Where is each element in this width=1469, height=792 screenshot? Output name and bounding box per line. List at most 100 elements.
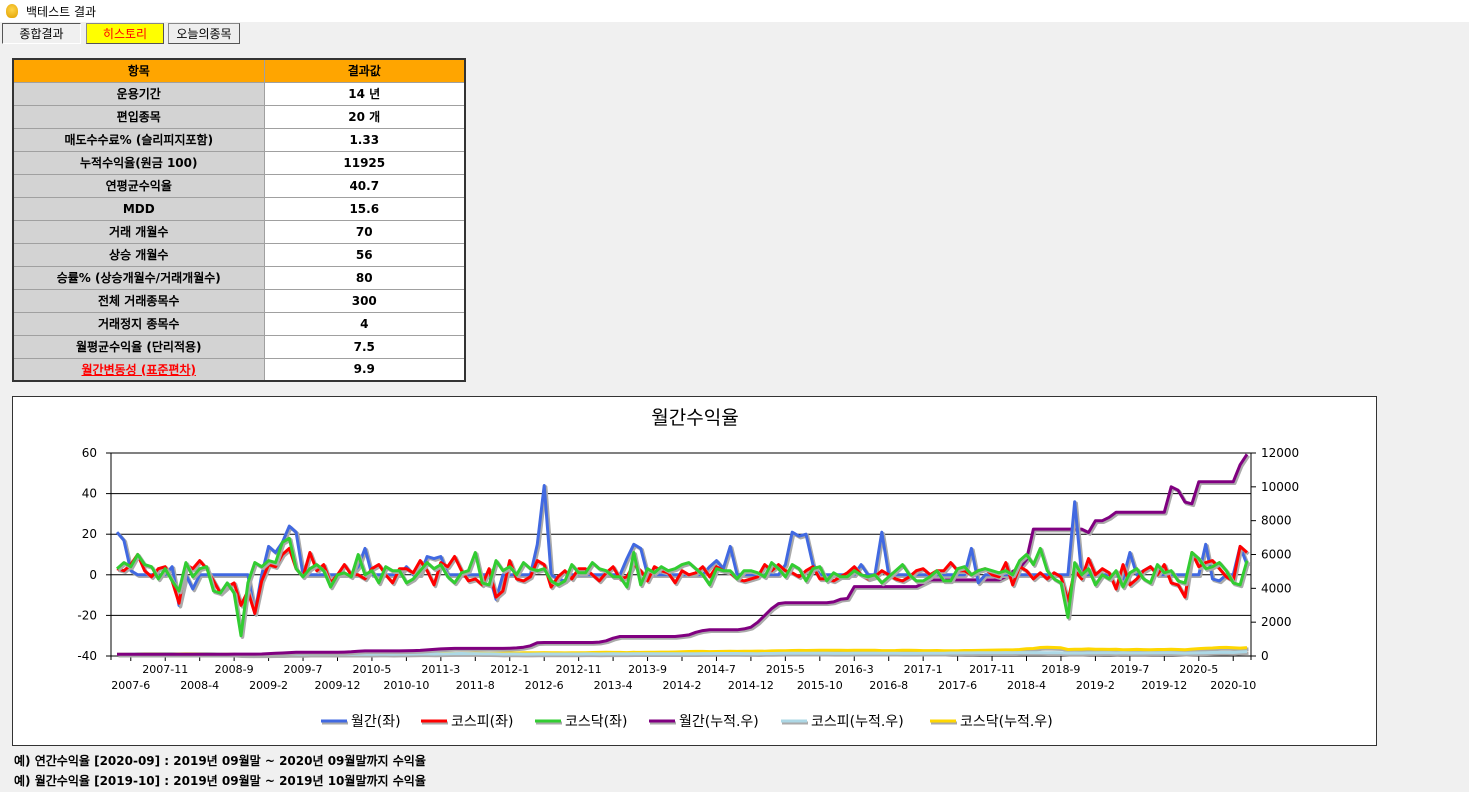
legend-label: 월간(좌) [351, 714, 401, 730]
x-tick-label: 2016-8 [869, 679, 908, 692]
x-tick-label: 2015-10 [797, 679, 843, 692]
x-tick-label: 2020-10 [1210, 679, 1256, 692]
table-row: 편입종목 20 개 [12, 104, 466, 129]
note-annual-return: 예) 연간수익율 [2020-09] : 2019년 09월말 ~ 2020년 … [14, 754, 426, 768]
row-value: 11925 [263, 150, 466, 175]
row-label: 운용기간 [12, 81, 265, 106]
x-tick-label: 2017-6 [938, 679, 977, 692]
x-tick-label: 2013-9 [628, 663, 667, 676]
row-label: 매도수수료% (슬리피지포함) [12, 127, 265, 152]
legend-label: 월간(누적.우) [679, 714, 759, 730]
row-value: 40.7 [263, 173, 466, 198]
x-tick-label: 2008-4 [180, 679, 219, 692]
row-value: 300 [263, 288, 466, 313]
table-row: 매도수수료% (슬리피지포함) 1.33 [12, 127, 466, 152]
results-table: 항목 결과값 운용기간 14 년 편입종목 20 개 매도수수료% (슬리피지포함) 1.… [12, 58, 466, 382]
chart-title: 월간수익율 [651, 407, 738, 429]
x-tick-label: 2013-4 [594, 679, 633, 692]
row-label[interactable]: 월간변동성 (표준편차) [12, 357, 265, 382]
title-bar: 백테스트 결과 [0, 0, 1469, 22]
x-tick-label: 2014-7 [697, 663, 736, 676]
row-label: 누적수익율(원금 100) [12, 150, 265, 175]
row-label: 거래정지 종목수 [12, 311, 265, 336]
y-left-tick-label: -20 [77, 608, 97, 622]
row-label: MDD [12, 196, 265, 221]
app-icon [6, 4, 18, 18]
table-row: MDD 15.6 [12, 196, 466, 221]
legend-item: 월간(누적.우) [649, 714, 759, 730]
table-row: 월간변동성 (표준편차) 9.9 [12, 357, 466, 382]
x-tick-label: 2011-3 [421, 663, 460, 676]
x-tick-label: 2017-1 [904, 663, 943, 676]
legend-item: 코스피(누적.우) [781, 714, 904, 730]
monthly-return-chart: 월간수익율 -40 -20 0 20 40 60 0 2000 4000 6000 8000 10000… [12, 396, 1377, 746]
x-tick-label: 2009-2 [249, 679, 288, 692]
y-right-tick-label: 10000 [1261, 480, 1299, 494]
table-row: 월평균수익율 (단리적용) 7.5 [12, 334, 466, 359]
legend-label: 코스닥(좌) [565, 714, 627, 730]
tab-summary[interactable]: 종합결과 [2, 23, 81, 44]
x-tick-label: 2014-2 [663, 679, 702, 692]
table-row: 연평균수익율 40.7 [12, 173, 466, 198]
y-right-tick-label: 0 [1261, 649, 1269, 663]
row-value: 15.6 [263, 196, 466, 221]
x-tick-label: 2015-5 [766, 663, 805, 676]
legend-item: 월간(좌) [321, 714, 401, 730]
tab-history[interactable]: 히스토리 [86, 23, 164, 44]
row-value: 9.9 [263, 357, 466, 382]
x-tick-label: 2019-2 [1076, 679, 1115, 692]
x-tick-label: 2008-9 [215, 663, 254, 676]
x-tick-label: 2010-5 [352, 663, 391, 676]
header-item: 항목 [12, 58, 265, 83]
row-label: 거래 개월수 [12, 219, 265, 244]
legend-label: 코스피(좌) [451, 714, 513, 730]
row-value: 1.33 [263, 127, 466, 152]
table-row: 거래 개월수 70 [12, 219, 466, 244]
table-row: 승률% (상승개월수/거래개월수) 80 [12, 265, 466, 290]
y-left-tick-label: 60 [82, 446, 97, 460]
x-tick-label: 2007-6 [111, 679, 150, 692]
x-tick-label: 2012-6 [525, 679, 564, 692]
row-value: 80 [263, 265, 466, 290]
y-left-tick-label: 40 [82, 487, 97, 501]
row-label: 승률% (상승개월수/거래개월수) [12, 265, 265, 290]
legend-item: 코스피(좌) [421, 714, 513, 730]
note-monthly-return: 예) 월간수익율 [2019-10] : 2019년 09월말 ~ 2019년 … [14, 774, 426, 788]
x-tick-label: 2012-1 [490, 663, 529, 676]
table-row: 누적수익율(원금 100) 11925 [12, 150, 466, 175]
row-value: 14 년 [263, 81, 466, 106]
legend-item: 코스닥(좌) [535, 714, 627, 730]
x-tick-label: 2016-3 [835, 663, 874, 676]
row-label: 연평균수익율 [12, 173, 265, 198]
row-value: 4 [263, 311, 466, 336]
row-value: 20 개 [263, 104, 466, 129]
x-tick-label: 2019-7 [1110, 663, 1149, 676]
window-title: 백테스트 결과 [26, 4, 97, 19]
legend-label: 코스닥(누적.우) [960, 714, 1053, 730]
x-tick-label: 2011-8 [456, 679, 495, 692]
row-label: 월평균수익율 (단리적용) [12, 334, 265, 359]
x-tick-label: 2012-11 [556, 663, 602, 676]
y-right-tick-label: 8000 [1261, 514, 1292, 528]
row-label: 편입종목 [12, 104, 265, 129]
header-value: 결과값 [263, 58, 466, 83]
table-row: 거래정지 종목수 4 [12, 311, 466, 336]
series-line-3 [117, 453, 1249, 656]
row-value: 7.5 [263, 334, 466, 359]
y-right-tick-label: 4000 [1261, 581, 1292, 595]
y-left-tick-label: 0 [89, 568, 97, 582]
x-tick-label: 2018-9 [1041, 663, 1080, 676]
y-right-tick-label: 6000 [1261, 548, 1292, 562]
x-tick-label: 2009-12 [315, 679, 361, 692]
legend-item: 코스닥(누적.우) [930, 714, 1053, 730]
y-left-tick-label: 20 [82, 527, 97, 541]
row-value: 70 [263, 219, 466, 244]
legend-label: 코스피(누적.우) [811, 714, 904, 730]
x-tick-label: 2009-7 [284, 663, 323, 676]
table-row: 전체 거래종목수 300 [12, 288, 466, 313]
x-tick-label: 2018-4 [1007, 679, 1046, 692]
tab-today-stocks[interactable]: 오늘의종목 [168, 23, 240, 44]
y-right-tick-label: 2000 [1261, 615, 1292, 629]
x-tick-label: 2014-12 [728, 679, 774, 692]
x-tick-label: 2007-11 [142, 663, 188, 676]
